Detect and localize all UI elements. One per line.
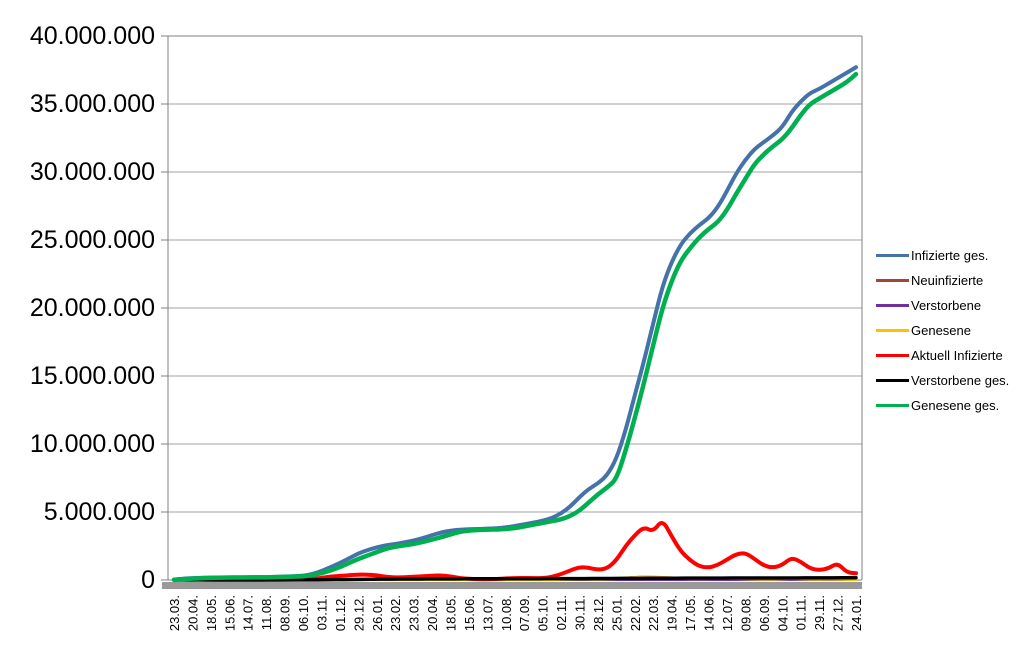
legend-line-swatch (876, 304, 909, 307)
x-axis-tick-label: 19.04. (665, 595, 680, 631)
y-axis-tick-label: 0 (141, 566, 155, 594)
x-axis-tick-label: 08.09. (278, 595, 293, 631)
x-axis-tick-label: 23.02. (388, 595, 403, 631)
x-axis-band (162, 582, 862, 589)
x-axis-tick-label: 24.01. (849, 595, 864, 631)
x-axis-tick-label: 17.05. (683, 595, 698, 631)
x-axis-tick-label: 10.08. (499, 595, 514, 631)
chart-legend: Infizierte ges. Neuinfizierte Verstorbene G… (876, 243, 1009, 418)
x-axis-tick-label: 05.10. (536, 595, 551, 631)
legend-label: Aktuell Infizierte (911, 348, 1003, 363)
y-axis-tick-label: 30.000.000 (30, 158, 155, 186)
legend-line-swatch (876, 354, 909, 357)
legend-entry: Genesene (876, 318, 1009, 343)
y-axis-tick-label: 35.000.000 (30, 90, 155, 118)
x-axis-tick-label: 29.11. (812, 595, 827, 630)
x-axis-tick-label: 14.07. (241, 595, 256, 631)
x-axis-tick-label: 20.04. (185, 595, 200, 631)
legend-label: Verstorbene (911, 298, 982, 313)
y-axis-tick-label: 5.000.000 (44, 498, 155, 526)
x-axis-tick-label: 27.12. (831, 595, 846, 631)
legend-entry: Infizierte ges. (876, 243, 1009, 268)
series-line-infizierte-ges (172, 65, 858, 582)
x-axis-tick-label: 23.03. (407, 595, 422, 631)
legend-line-swatch (876, 404, 909, 407)
y-axis-tick-label: 25.000.000 (30, 226, 155, 254)
x-axis-tick-label: 18.05. (443, 595, 458, 631)
x-axis-tick-label: 09.08. (738, 595, 753, 631)
y-axis-tick-label: 10.000.000 (30, 430, 155, 458)
x-axis-tick-label: 06.09. (757, 595, 772, 631)
x-axis-tick-label: 22.03. (646, 595, 661, 631)
legend-label: Genesene (911, 323, 971, 338)
x-axis-tick-label: 12.07. (720, 595, 735, 631)
legend-label: Infizierte ges. (911, 248, 989, 263)
x-axis-tick-label: 04.10. (775, 595, 790, 631)
legend-line-swatch (876, 329, 909, 332)
x-axis-tick-label: 28.12. (591, 595, 606, 631)
x-axis-tick-label: 03.11. (314, 595, 329, 630)
x-axis-tick-label: 22.02. (628, 595, 643, 631)
series-line-genesene-ges (171, 71, 859, 583)
legend-line-swatch (876, 379, 909, 382)
x-axis-tick-label: 13.07. (480, 595, 495, 631)
x-axis-tick-label: 25.01. (609, 595, 624, 631)
legend-entry: Aktuell Infizierte (876, 343, 1009, 368)
legend-line-swatch (876, 279, 909, 282)
x-axis-tick-label: 01.11. (794, 595, 809, 630)
x-axis-tick-label: 15.06. (462, 595, 477, 631)
x-axis-tick-label: 11.08. (259, 595, 274, 630)
legend-entry: Neuinfizierte (876, 268, 1009, 293)
legend-label: Neuinfizierte (911, 273, 984, 288)
legend-entry: Verstorbene (876, 293, 1009, 318)
series-line-aktuell-infizierte (172, 521, 858, 582)
legend-line-swatch (876, 254, 909, 257)
x-axis-tick-label: 02.11. (554, 595, 569, 630)
legend-label: Verstorbene ges. (911, 373, 1010, 388)
x-axis-tick-label: 23.03. (167, 595, 182, 631)
x-axis-tick-label: 07.09. (517, 595, 532, 631)
x-axis-tick-label: 18.05. (204, 595, 219, 631)
series-line-verstorbene-ges (172, 576, 858, 582)
legend-entry: Genesene ges. (876, 393, 1009, 418)
x-axis-tick-label: 14.06. (702, 595, 717, 631)
x-axis-tick-label: 06.10. (296, 595, 311, 631)
y-axis-tick-label: 20.000.000 (30, 294, 155, 322)
x-axis-tick-label: 26.01. (370, 595, 385, 631)
y-axis-tick-label: 40.000.000 (30, 22, 155, 50)
x-axis-tick-label: 15.06. (222, 595, 237, 631)
x-axis-tick-label: 01.12. (333, 595, 348, 631)
x-axis-tick-label: 20.04. (425, 595, 440, 631)
legend-entry: Verstorbene ges. (876, 368, 1009, 393)
y-axis-tick-label: 15.000.000 (30, 362, 155, 390)
x-axis-tick-label: 29.12. (351, 595, 366, 631)
legend-label: Genesene ges. (911, 398, 1000, 413)
x-axis-tick-label: 30.11. (573, 595, 588, 630)
